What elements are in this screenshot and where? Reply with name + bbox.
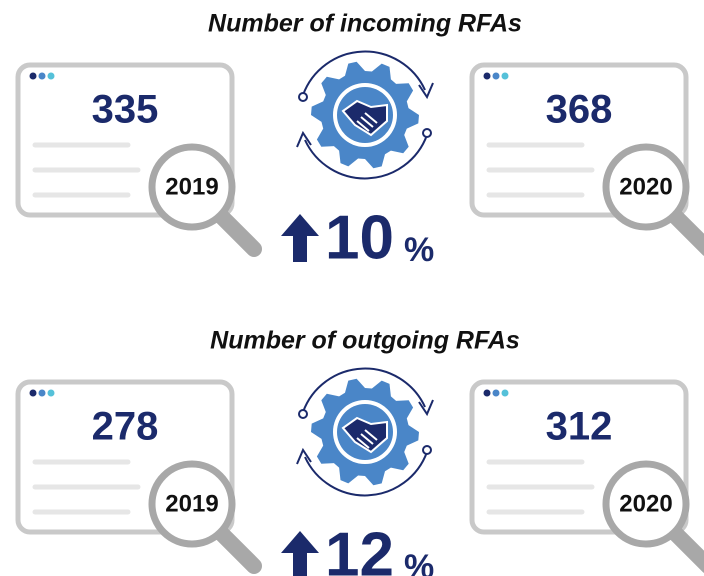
handshake-fingers — [356, 429, 378, 449]
window-dot — [483, 72, 491, 80]
magnifier-handle — [214, 526, 262, 574]
change-value: 10 — [325, 203, 394, 272]
card: 335 2019 — [15, 62, 262, 257]
magnifier-handle — [668, 526, 704, 573]
window-dot — [492, 72, 500, 80]
change-unit: % — [404, 231, 434, 269]
window-dot — [492, 389, 500, 397]
card-value: 312 — [546, 405, 613, 449]
section-title: Number of outgoing RFAs — [210, 327, 520, 355]
magnifier-handle — [668, 209, 704, 256]
cycle-arrow — [304, 134, 428, 180]
magnifier-lens — [148, 143, 236, 231]
card-year: 2020 — [619, 490, 672, 517]
window-dot — [501, 389, 509, 397]
card-value: 368 — [546, 88, 613, 132]
change-value: 12 — [325, 520, 394, 576]
magnifier-lens — [148, 460, 236, 548]
cycle-arrow — [302, 367, 426, 413]
handshake-fingers — [356, 112, 378, 132]
card: 368 2020 — [469, 62, 704, 256]
arrow-end — [298, 92, 308, 102]
window-dot — [501, 72, 509, 80]
magnifier-handle — [214, 209, 262, 257]
card-value: 278 — [92, 405, 159, 449]
arrow-end — [422, 128, 432, 138]
arrow-end — [298, 409, 308, 419]
arrow-head — [296, 447, 312, 465]
window-dot — [47, 389, 55, 397]
card-year: 2019 — [165, 173, 218, 200]
card: 312 2020 — [469, 379, 704, 573]
section: Number of incoming RFAs 335 2019 368 2020 10% — [15, 10, 704, 272]
window-dot — [483, 389, 491, 397]
magnifier-lens — [602, 460, 690, 548]
card: 278 2019 — [15, 379, 262, 574]
handshake — [341, 416, 388, 454]
section: Number of outgoing RFAs 278 2019 312 2020 12% — [15, 327, 704, 576]
up-arrow — [281, 531, 319, 576]
arrow-head — [296, 130, 312, 148]
gear-icon — [296, 50, 434, 180]
arrow-head — [418, 82, 434, 100]
arrow-end — [422, 445, 432, 455]
cycle-arrow — [304, 451, 428, 497]
gear-icon — [296, 367, 434, 497]
window-dot — [29, 72, 37, 80]
arrow-head — [418, 399, 434, 417]
cycle-arrow — [302, 50, 426, 96]
magnifier-lens — [602, 143, 690, 231]
window-dot — [47, 72, 55, 80]
card-year: 2020 — [619, 173, 672, 200]
card-year: 2019 — [165, 490, 218, 517]
card-value: 335 — [92, 88, 159, 132]
window-dot — [38, 389, 46, 397]
change-unit: % — [404, 548, 434, 576]
window-dot — [29, 389, 37, 397]
section-title: Number of incoming RFAs — [208, 10, 522, 38]
window-dot — [38, 72, 46, 80]
up-arrow — [281, 214, 319, 262]
handshake — [341, 99, 388, 137]
